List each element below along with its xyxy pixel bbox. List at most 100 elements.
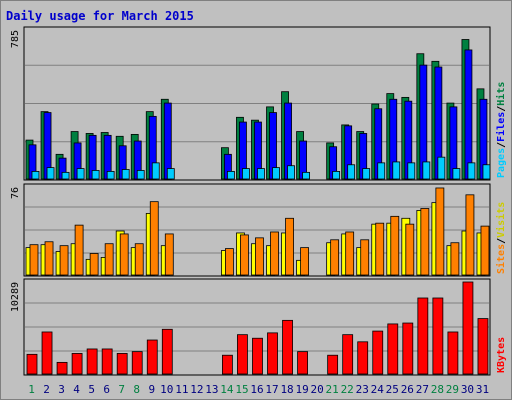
bar-sites-day-28 [435,187,445,276]
bar-pages-day-6 [106,171,115,180]
chart-title: Daily usage for March 2015 [6,9,194,23]
bar-kbytes-day-16 [252,337,263,375]
bar-sites-day-18 [285,217,294,276]
bar-files-day-30 [464,49,473,180]
x-tick-label: 21 [326,383,339,396]
bar-kbytes-day-3 [56,361,68,375]
bar-pages-day-30 [467,162,476,180]
bar-sites-day-31 [480,225,490,276]
bar-sites-day-26 [405,223,415,276]
bar-kbytes-day-6 [101,348,113,375]
x-tick-label: 4 [73,383,80,396]
bar-sites-day-27 [420,208,430,276]
bar-pages-day-19 [302,171,310,180]
bar-sites-day-22 [345,231,355,276]
bar-kbytes-day-29 [447,331,459,375]
bar-pages-day-17 [272,167,280,180]
bar-kbytes-day-10 [161,328,173,375]
bar-kbytes-day-19 [297,351,308,375]
x-tick-label: 29 [446,383,459,396]
bar-pages-day-27 [422,161,431,180]
bar-kbytes-day-15 [237,334,248,375]
bar-kbytes-day-5 [86,348,98,375]
x-tick-label: 19 [295,383,308,396]
bar-pages-day-28 [437,156,446,180]
bar-sites-day-29 [450,242,460,276]
bar-kbytes-day-17 [267,332,278,375]
bar-kbytes-day-22 [342,334,354,375]
x-tick-label: 8 [133,383,140,396]
bar-sites-day-14 [225,248,234,276]
x-tick-label: 2 [43,383,50,396]
x-tick-label: 25 [386,383,399,396]
bar-pages-day-2 [46,167,55,180]
x-tick-label: 3 [58,383,65,396]
x-tick-label: 22 [341,383,354,396]
bar-sites-day-15 [240,234,249,276]
x-tick-label: 7 [118,383,125,396]
x-tick-label: 1 [28,383,35,396]
bar-kbytes-day-24 [372,330,384,375]
bar-pages-day-8 [136,170,145,180]
bar-kbytes-day-18 [282,319,293,375]
bar-sites-day-7 [119,233,129,276]
x-tick-label: 6 [103,383,110,396]
bar-kbytes-day-31 [477,318,489,375]
bar-kbytes-day-2 [41,331,53,375]
x-tick-label: 9 [148,383,155,396]
bar-kbytes-day-26 [402,322,414,375]
bar-pages-day-21 [332,171,341,180]
bar-sites-day-17 [270,231,279,276]
x-tick-label: 18 [280,383,293,396]
bar-pages-day-9 [151,162,160,180]
bar-sites-day-9 [149,201,159,276]
bar-kbytes-day-21 [327,354,339,375]
bar-pages-day-1 [31,171,40,180]
x-tick-label: 20 [311,383,324,396]
legend-entry-hits: Hits [495,82,507,106]
x-tick-label: 27 [416,383,429,396]
bar-pages-day-5 [91,170,100,180]
bar-kbytes-day-28 [432,297,444,375]
bar-kbytes-day-8 [131,351,143,375]
y-max-label: 76 [10,187,21,199]
legend-separator: / [496,106,507,112]
bar-kbytes-day-9 [146,339,158,375]
bar-sites-day-5 [89,253,99,276]
bar-pages-day-25 [392,161,401,180]
bar-kbytes-day-14 [222,354,233,375]
x-tick-label: 15 [235,383,248,396]
bar-kbytes-day-23 [357,341,369,375]
bar-pages-day-23 [362,168,371,180]
y-max-label: 785 [10,30,21,48]
bar-sites-day-4 [74,224,84,276]
bar-sites-day-24 [375,222,385,276]
legend-entry-files: Files [495,112,507,142]
bar-sites-day-8 [134,243,144,276]
x-tick-label: 16 [250,383,263,396]
bar-sites-day-10 [164,233,174,276]
x-tick-label: 31 [476,383,489,396]
bar-pages-day-3 [61,171,70,180]
x-tick-label: 30 [461,383,474,396]
bar-pages-day-15 [242,168,250,180]
legend-entry-sites: Sites [495,244,507,274]
bar-pages-day-18 [287,165,295,180]
bar-kbytes-day-27 [417,297,429,375]
bar-sites-day-30 [465,194,475,276]
x-tick-label: 14 [220,383,234,396]
bar-sites-day-23 [360,239,370,276]
bar-sites-day-25 [390,215,400,276]
x-tick-label: 28 [431,383,444,396]
x-tick-label: 23 [356,383,369,396]
bar-pages-day-16 [257,168,265,180]
bar-pages-day-31 [482,164,491,180]
bar-sites-day-6 [104,243,114,276]
bar-pages-day-10 [166,168,175,180]
bar-pages-day-4 [76,168,85,180]
bar-pages-day-26 [407,162,416,180]
bar-kbytes-day-25 [387,323,399,375]
bar-pages-day-29 [452,168,461,180]
